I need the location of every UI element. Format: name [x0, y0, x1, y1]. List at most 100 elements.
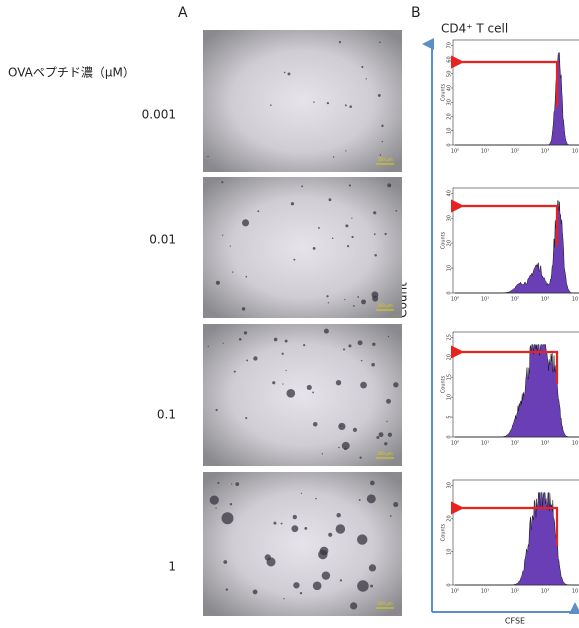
colony [293, 582, 300, 589]
colony [344, 104, 347, 107]
colony [384, 442, 388, 446]
colony [358, 499, 361, 501]
colony [321, 453, 324, 455]
panel-title: CD4⁺ T cell [441, 22, 508, 36]
concentration-label: 0.001 [142, 108, 176, 122]
colony [321, 571, 331, 580]
colony [246, 359, 249, 362]
colony [335, 524, 346, 534]
colony [299, 591, 303, 595]
colony [317, 226, 320, 229]
x-tick-label: 10³ [541, 297, 549, 303]
y-tick-label: 60 [447, 56, 453, 62]
colony [338, 41, 342, 44]
colony [241, 307, 246, 311]
colony [223, 560, 228, 564]
x-tick-label: 10¹ [481, 441, 489, 447]
colony [245, 275, 248, 278]
x-tick-label: 10 [572, 441, 578, 447]
colony [351, 217, 353, 219]
y-label: Counts [441, 231, 447, 249]
y-tick-label: 25 [447, 334, 453, 340]
colony [359, 456, 362, 459]
colony [270, 104, 272, 107]
colony [378, 41, 381, 44]
colony [326, 295, 329, 298]
colony [300, 492, 303, 494]
colony [365, 78, 367, 80]
micrograph [203, 472, 402, 616]
colony [381, 140, 384, 143]
x-tick-label: 10⁰ [451, 441, 459, 447]
y-tick-label: 0 [447, 583, 453, 586]
colony [344, 447, 347, 451]
micrograph [203, 324, 402, 466]
colony [360, 359, 363, 362]
colony [221, 181, 224, 184]
colony [222, 234, 224, 236]
colony [283, 598, 285, 600]
y-tick-label: 10 [447, 265, 453, 271]
x-tick-label: 10² [511, 589, 519, 595]
colony [373, 233, 376, 236]
colony [332, 156, 335, 158]
colony [217, 481, 220, 484]
colony [339, 425, 342, 427]
panel-label: A [178, 5, 188, 21]
x-tick-label: 10⁰ [451, 149, 459, 155]
colony [386, 420, 388, 423]
colony [232, 271, 234, 273]
scale-label: 500 μm [377, 303, 392, 308]
histogram [452, 331, 579, 438]
colony [384, 232, 387, 236]
colony [386, 398, 391, 404]
x-tick-label: 10² [511, 441, 519, 447]
colony [312, 421, 318, 427]
y-tick-label: 50 [447, 71, 453, 77]
colony [292, 514, 297, 520]
y-tick-label: 10 [447, 128, 453, 134]
colony [229, 245, 231, 247]
colony [352, 305, 355, 307]
colony [328, 198, 332, 202]
colony [301, 185, 304, 188]
x-tick-label: 10¹ [481, 149, 489, 155]
concentration-label: 0.1 [157, 408, 176, 422]
colony [225, 588, 228, 591]
colony [222, 342, 224, 344]
y-tick-label: 30 [447, 482, 453, 488]
y-tick-label: 15 [447, 374, 453, 380]
y-tick-label: 30 [447, 99, 453, 105]
colony [327, 302, 330, 304]
colony [349, 105, 353, 108]
y-tick-label: 20 [447, 515, 453, 521]
x-tick-label: 10³ [541, 441, 549, 447]
y-tick-label: 40 [447, 85, 453, 91]
colony [215, 280, 220, 285]
colony [389, 515, 392, 517]
colony [242, 219, 250, 227]
colony [357, 534, 368, 545]
colony [207, 345, 209, 348]
colony [291, 525, 299, 533]
colony [350, 602, 358, 610]
colony [284, 339, 288, 343]
colony [245, 417, 248, 420]
colony [361, 299, 366, 305]
colony [357, 340, 363, 346]
colony [286, 388, 296, 398]
colony [315, 497, 317, 500]
colony [341, 441, 350, 450]
histogram-fill [455, 200, 579, 294]
y-label: Counts [441, 83, 447, 101]
micrograph [203, 30, 402, 172]
colony [370, 584, 373, 588]
colony [312, 246, 316, 250]
y-tick-label: 20 [447, 240, 453, 246]
colony [312, 391, 315, 394]
gate-arrow [451, 55, 559, 107]
colony [280, 522, 283, 525]
micrograph [203, 177, 402, 318]
y-label: Counts [441, 375, 447, 393]
colony [339, 579, 343, 582]
